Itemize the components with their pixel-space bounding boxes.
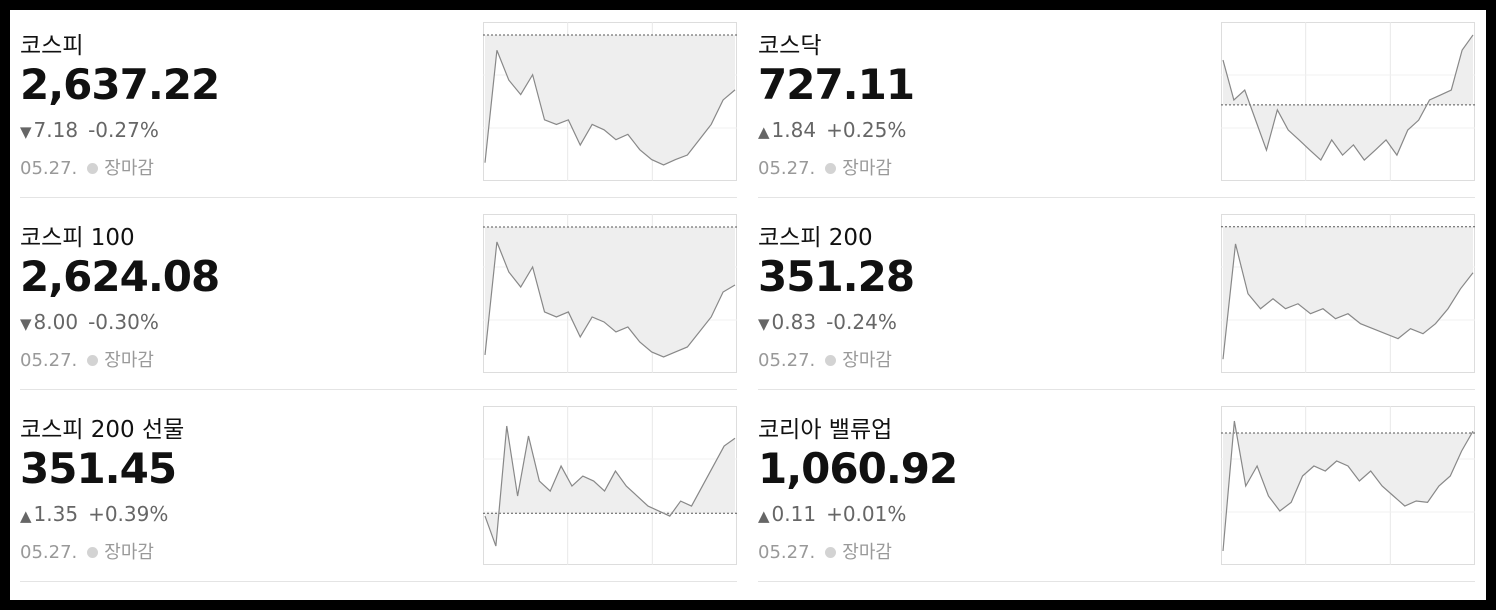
change-rate: -0.27% xyxy=(88,118,159,142)
date: 05.27. xyxy=(20,350,78,371)
area xyxy=(1223,226,1473,360)
change-value: 0.11 xyxy=(771,502,817,526)
date: 05.27. xyxy=(758,158,816,179)
change-value: 1.84 xyxy=(771,118,817,142)
price-line xyxy=(1222,420,1474,552)
area xyxy=(1223,421,1473,551)
sparkline xyxy=(1221,214,1475,373)
index-name: 코스피 200 xyxy=(758,225,873,251)
status: 장마감 xyxy=(104,158,154,179)
chart-frame xyxy=(1221,214,1475,373)
price-line xyxy=(484,50,736,166)
separator xyxy=(758,581,1475,582)
index-price: 2,624.08 xyxy=(20,252,220,301)
index-price: 2,637.22 xyxy=(20,60,220,109)
date-row: 05.27. 장마감 xyxy=(758,538,892,564)
area xyxy=(1223,34,1473,161)
change-arrow: ▲ xyxy=(20,507,32,525)
status-dot xyxy=(87,163,99,174)
index-price: 1,060.92 xyxy=(758,444,958,493)
date: 05.27. xyxy=(20,158,78,179)
chart-frame xyxy=(483,406,737,565)
status: 장마감 xyxy=(842,158,892,179)
sparkline xyxy=(483,22,737,181)
index-card[interactable]: 코스닥 727.11 ▲ 1.84 +0.25% 05.27. 장마감 xyxy=(758,22,1475,214)
change-arrow: ▼ xyxy=(20,315,32,333)
status-dot xyxy=(825,547,837,558)
chart-frame xyxy=(1221,22,1475,181)
separator xyxy=(758,197,1475,198)
change-row: ▼ 7.18 -0.27% xyxy=(20,118,169,142)
separator xyxy=(758,389,1475,390)
separator xyxy=(20,581,737,582)
change-arrow: ▲ xyxy=(758,507,770,525)
index-card[interactable]: 코스피 200 선물 351.45 ▲ 1.35 +0.39% 05.27. 장마감 xyxy=(20,406,737,598)
index-name: 코스피 xyxy=(20,33,84,59)
index-card[interactable]: 코스피 200 351.28 ▼ 0.83 -0.24% 05.27. 장마감 xyxy=(758,214,1475,406)
price-line xyxy=(484,425,736,547)
index-price: 727.11 xyxy=(758,60,915,109)
status-dot xyxy=(825,163,837,174)
date: 05.27. xyxy=(758,542,816,563)
change-value: 0.83 xyxy=(771,310,817,334)
date-row: 05.27. 장마감 xyxy=(20,538,154,564)
chart-frame xyxy=(1221,406,1475,565)
separator xyxy=(20,389,737,390)
date-row: 05.27. 장마감 xyxy=(758,154,892,180)
chart-frame xyxy=(483,214,737,373)
change-row: ▲ 1.84 +0.25% xyxy=(758,118,916,142)
index-name: 코스피 100 xyxy=(20,225,135,251)
index-card[interactable]: 코스피 2,637.22 ▼ 7.18 -0.27% 05.27. 장마감 xyxy=(20,22,737,214)
sparkline xyxy=(1221,22,1475,181)
date: 05.27. xyxy=(758,350,816,371)
change-row: ▼ 8.00 -0.30% xyxy=(20,310,169,334)
index-name: 코스피 200 선물 xyxy=(20,417,185,443)
area xyxy=(485,226,735,357)
change-arrow: ▼ xyxy=(758,315,770,333)
status-dot xyxy=(87,547,99,558)
price-line xyxy=(484,241,736,358)
status: 장마감 xyxy=(104,542,154,563)
date-row: 05.27. 장마감 xyxy=(20,346,154,372)
change-arrow: ▼ xyxy=(20,123,32,141)
date-row: 05.27. 장마감 xyxy=(758,346,892,372)
panel: 코스피 2,637.22 ▼ 7.18 -0.27% 05.27. 장마감 코스닥 727.11… xyxy=(10,10,1486,600)
change-arrow: ▲ xyxy=(758,123,770,141)
index-price: 351.45 xyxy=(20,444,177,493)
change-row: ▲ 1.35 +0.39% xyxy=(20,502,178,526)
change-rate: -0.24% xyxy=(826,310,897,334)
status-dot xyxy=(825,355,837,366)
index-card[interactable]: 코리아 밸류업 1,060.92 ▲ 0.11 +0.01% 05.27. 장마감 xyxy=(758,406,1475,598)
sparkline xyxy=(483,214,737,373)
date-row: 05.27. 장마감 xyxy=(20,154,154,180)
status-dot xyxy=(87,355,99,366)
price-line xyxy=(1222,243,1474,360)
change-rate: +0.01% xyxy=(826,502,907,526)
change-value: 8.00 xyxy=(33,310,79,334)
index-card[interactable]: 코스피 100 2,624.08 ▼ 8.00 -0.30% 05.27. 장마감 xyxy=(20,214,737,406)
sparkline xyxy=(1221,406,1475,565)
chart-frame xyxy=(483,22,737,181)
change-rate: +0.25% xyxy=(826,118,907,142)
change-row: ▲ 0.11 +0.01% xyxy=(758,502,916,526)
separator xyxy=(20,197,737,198)
date: 05.27. xyxy=(20,542,78,563)
change-rate: -0.30% xyxy=(88,310,159,334)
index-name: 코리아 밸류업 xyxy=(758,417,893,443)
area xyxy=(485,34,735,165)
price-line xyxy=(1222,34,1474,162)
change-row: ▼ 0.83 -0.24% xyxy=(758,310,907,334)
status: 장마감 xyxy=(104,350,154,371)
area xyxy=(485,426,735,547)
change-value: 1.35 xyxy=(33,502,79,526)
change-rate: +0.39% xyxy=(88,502,169,526)
status: 장마감 xyxy=(842,542,892,563)
index-price: 351.28 xyxy=(758,252,915,301)
index-name: 코스닥 xyxy=(758,33,822,59)
change-value: 7.18 xyxy=(33,118,79,142)
sparkline xyxy=(483,406,737,565)
status: 장마감 xyxy=(842,350,892,371)
